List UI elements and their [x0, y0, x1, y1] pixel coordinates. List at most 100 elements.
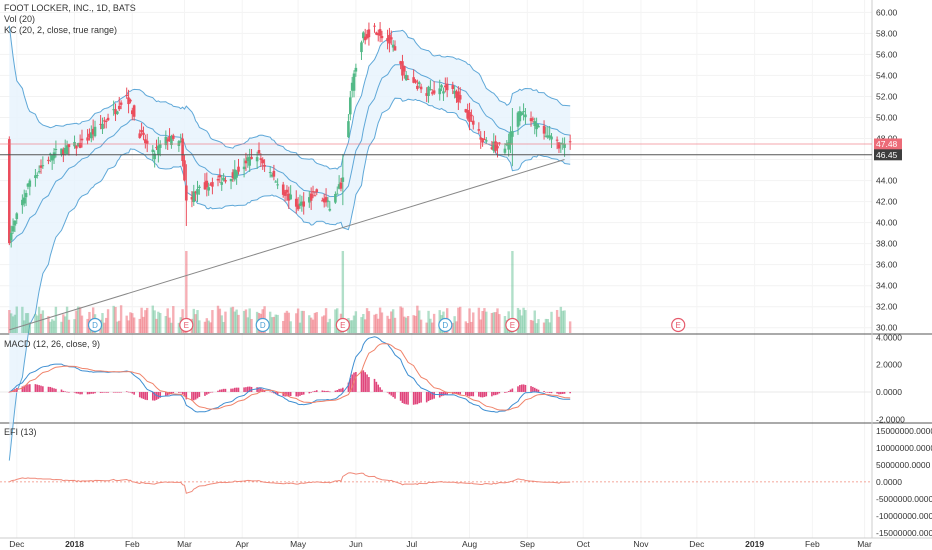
- volume-bar: [350, 320, 354, 333]
- macd-histogram-bar: [179, 391, 182, 393]
- candle-body: [276, 184, 279, 186]
- price-candle: [86, 129, 89, 145]
- price-candle: [198, 184, 201, 195]
- price-candle: [427, 85, 430, 103]
- earnings-marker-label: E: [510, 321, 515, 330]
- macd-histogram-bar: [349, 377, 352, 392]
- candle-body: [130, 110, 134, 115]
- price-candle: [533, 117, 537, 135]
- symbol-title[interactable]: FOOT LOCKER, INC., 1D, BATS: [4, 3, 136, 13]
- candle-body: [568, 141, 572, 143]
- price-candle: [142, 126, 145, 141]
- candle-body: [101, 123, 104, 130]
- price-candle: [15, 212, 19, 224]
- volume-bar: [403, 316, 406, 333]
- candle-body: [52, 152, 56, 159]
- price-candle: [88, 128, 91, 141]
- macd-histogram-bar: [479, 391, 482, 398]
- macd-histogram-bar: [314, 390, 316, 392]
- candle-body: [47, 159, 50, 162]
- volume-bar: [352, 315, 356, 333]
- candle-body: [155, 147, 158, 149]
- candle-body: [509, 132, 512, 145]
- event-markers[interactable]: E E E ED D D: [87, 317, 686, 333]
- volume-indicator-label[interactable]: Vol (20): [4, 14, 36, 24]
- candle-body: [296, 204, 300, 210]
- price-candle: [158, 140, 162, 157]
- macd-histogram-bar: [494, 391, 497, 396]
- volume-bar: [367, 311, 371, 333]
- efi-indicator-label[interactable]: EFI (13): [4, 427, 37, 437]
- volume-bar: [235, 309, 238, 333]
- price-candle: [13, 220, 17, 233]
- volume-bar: [78, 307, 82, 333]
- candle-body: [321, 200, 324, 202]
- keltner-indicator-label[interactable]: KC (20, 2, close, true range): [4, 25, 118, 35]
- candle-body: [432, 90, 436, 94]
- macd-histogram-bar: [496, 391, 499, 395]
- earnings-marker[interactable]: E: [335, 317, 350, 333]
- macd-histogram-bar: [427, 391, 430, 402]
- volume-bar: [64, 316, 67, 333]
- price-candle: [347, 114, 350, 138]
- price-candle: [362, 31, 365, 43]
- dividend-marker[interactable]: D: [438, 317, 453, 333]
- candle-body: [231, 172, 235, 179]
- dividend-marker[interactable]: D: [255, 317, 270, 333]
- line-price-badge-box: [874, 149, 902, 161]
- volume-bar: [222, 321, 225, 333]
- candle-body: [324, 197, 328, 203]
- volume-bar: [451, 322, 454, 333]
- volume-bar: [205, 318, 209, 333]
- candle-body: [235, 171, 238, 178]
- price-candle: [276, 178, 279, 190]
- candle-body: [442, 91, 445, 94]
- volume-bar: [101, 313, 104, 333]
- macd-histogram-bar: [470, 391, 473, 397]
- dividend-marker[interactable]: D: [87, 317, 103, 333]
- trendline[interactable]: [9, 159, 565, 331]
- macd-histogram-bar: [302, 391, 305, 395]
- candle-body: [8, 139, 11, 244]
- candle-body: [550, 136, 553, 140]
- volume-bar: [341, 251, 345, 333]
- earnings-marker[interactable]: E: [505, 317, 520, 333]
- price-candle: [89, 125, 93, 143]
- volume-bar: [529, 319, 533, 333]
- candle-body: [537, 125, 540, 128]
- macd-histogram-bar: [394, 391, 396, 399]
- price-candle: [453, 85, 456, 99]
- volume-bar: [544, 318, 548, 333]
- earnings-marker[interactable]: E: [671, 317, 686, 333]
- volume-bar: [479, 319, 482, 333]
- price-lines: [0, 143, 872, 156]
- candle-body: [365, 34, 369, 39]
- dividend-marker-circle: [87, 317, 103, 333]
- price-axes: 60.0058.0056.0054.0052.0050.0048.0044.00…: [876, 7, 932, 538]
- volume-bar: [524, 310, 527, 333]
- volume-bar: [274, 314, 277, 333]
- price-candle: [483, 130, 486, 141]
- candle-body: [272, 170, 276, 177]
- efi-tick-label: -5000000.0000: [876, 494, 932, 504]
- candle-body: [181, 138, 184, 162]
- price-candle: [52, 148, 56, 165]
- macd-indicator-label[interactable]: MACD (12, 26, close, 9): [4, 339, 101, 349]
- macd-tick-label: 0.0000: [876, 387, 902, 397]
- candle-body: [438, 88, 442, 95]
- candle-body: [520, 112, 524, 115]
- macd-histogram-bar: [206, 391, 208, 395]
- volume-bar: [246, 317, 250, 333]
- price-candle: [354, 63, 358, 77]
- volume-bar: [503, 316, 507, 333]
- volume-bar: [516, 307, 520, 333]
- price-candle: [380, 30, 384, 42]
- volume-bar: [518, 309, 522, 333]
- macd-histogram-bar: [8, 391, 11, 393]
- volume-bar: [185, 251, 188, 333]
- volume-bar: [548, 322, 551, 333]
- earnings-marker[interactable]: E: [179, 317, 194, 333]
- volume-bar: [196, 310, 199, 333]
- earnings-marker-circle: [671, 317, 686, 333]
